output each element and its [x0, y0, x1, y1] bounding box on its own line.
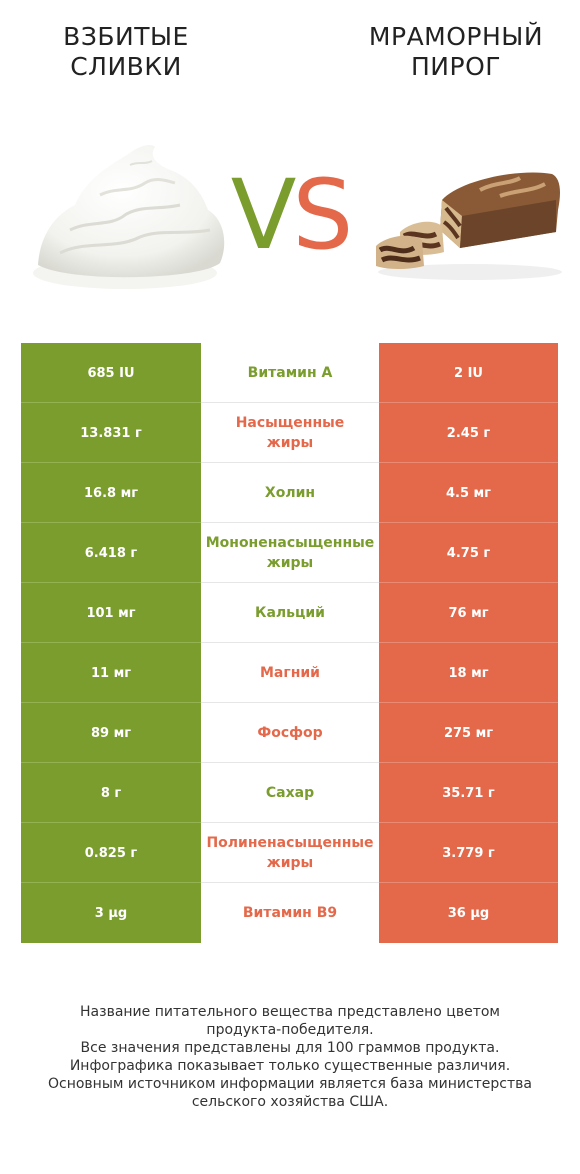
nutrient-name-cell: Насыщенные жиры [235, 415, 345, 451]
right-value-cell: 2.45 г [379, 403, 558, 463]
table-row: 8 г Сахар 35.71 г [21, 763, 558, 823]
left-value-cell: 11 мг [21, 643, 201, 703]
right-value-cell: 36 µg [379, 883, 558, 943]
right-value-cell: 4.5 мг [379, 463, 558, 523]
footer-line: Основным источником информации является … [48, 1076, 532, 1092]
right-value-cell: 18 мг [379, 643, 558, 703]
table-row: 685 IU Витамин А 2 IU [21, 343, 558, 403]
right-value-cell: 3.779 г [379, 823, 558, 883]
table-row: 6.418 г Мононенасыщенные жиры 4.75 г [21, 523, 558, 583]
nutrient-name-cell: Фосфор [257, 725, 323, 741]
right-value-cell: 4.75 г [379, 523, 558, 583]
table-row: 13.831 г Насыщенные жиры 2.45 г [21, 403, 558, 463]
row-divider [201, 402, 379, 403]
vs-s-letter: S [292, 159, 353, 271]
footer-line: Инфографика показывает только существенн… [69, 1058, 511, 1074]
right-value-cell: 275 мг [379, 703, 558, 763]
row-divider [201, 882, 379, 883]
left-product-title: ВЗБИТЫЕ СЛИВКИ [63, 22, 189, 81]
nutrient-name-cell: Сахар [265, 785, 315, 801]
footer-line: сельского хозяйства США. [191, 1094, 389, 1110]
row-divider [201, 582, 379, 583]
table-row: 16.8 мг Холин 4.5 мг [21, 463, 558, 523]
right-product-title: МРАМОРНЫЙ ПИРОГ [368, 22, 544, 81]
footer-note: Название питательного вещества представл… [20, 1003, 560, 1111]
nutrient-name-cell: Полиненасыщенные жиры [206, 835, 374, 871]
nutrient-name-cell: Магний [260, 665, 320, 681]
left-value-cell: 685 IU [21, 343, 201, 403]
nutrient-name-cell: Кальций [255, 605, 325, 621]
left-value-cell: 6.418 г [21, 523, 201, 583]
row-divider [201, 702, 379, 703]
left-value-cell: 3 µg [21, 883, 201, 943]
left-value-cell: 0.825 г [21, 823, 201, 883]
whipped-cream-image [33, 145, 225, 289]
footer-line: продукта-победителя. [206, 1022, 374, 1038]
row-divider [201, 642, 379, 643]
row-divider [201, 462, 379, 463]
left-value-cell: 101 мг [21, 583, 201, 643]
left-value-cell: 8 г [21, 763, 201, 823]
footer-line: Название питательного вещества представл… [80, 1004, 500, 1020]
marble-cake-image [376, 172, 562, 280]
nutrient-name-cell: Витамин B9 [242, 905, 338, 921]
vs-label: VS [220, 160, 360, 270]
table-row: 0.825 г Полиненасыщенные жиры 3.779 г [21, 823, 558, 883]
row-divider [201, 522, 379, 523]
right-value-cell: 76 мг [379, 583, 558, 643]
table-row: 3 µg Витамин B9 36 µg [21, 883, 558, 943]
right-value-cell: 2 IU [379, 343, 558, 403]
comparison-table: 685 IU Витамин А 2 IU 13.831 г Насыщенные жи… [21, 343, 558, 943]
left-value-cell: 16.8 мг [21, 463, 201, 523]
vs-v-letter: V [230, 159, 297, 271]
left-value-cell: 13.831 г [21, 403, 201, 463]
footer-line: Все значения представлены для 100 граммо… [80, 1040, 500, 1056]
nutrient-name-cell: Холин [264, 485, 316, 501]
nutrient-name-cell: Мононенасыщенные жиры [205, 535, 375, 571]
table-row: 101 мг Кальций 76 мг [21, 583, 558, 643]
table-row: 89 мг Фосфор 275 мг [21, 703, 558, 763]
row-divider [201, 762, 379, 763]
row-divider [201, 822, 379, 823]
nutrient-name-cell: Витамин А [247, 365, 333, 381]
table-row: 11 мг Магний 18 мг [21, 643, 558, 703]
right-value-cell: 35.71 г [379, 763, 558, 823]
left-value-cell: 89 мг [21, 703, 201, 763]
